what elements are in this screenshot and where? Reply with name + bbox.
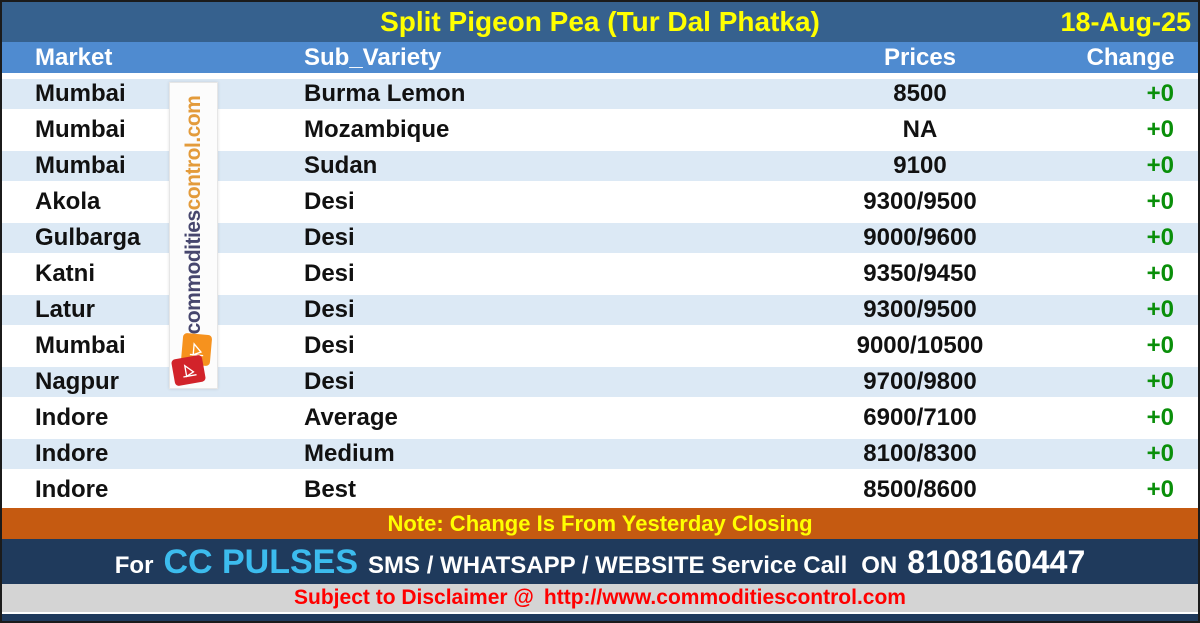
column-header-change: Change [1063, 42, 1198, 76]
service-phone-number: 8108160447 [907, 544, 1086, 580]
disclaimer-url-link[interactable]: http://www.commoditiescontrol.com [543, 586, 906, 609]
market-cell: Nagpur [2, 364, 267, 400]
market-cell: Mumbai [2, 148, 267, 184]
variety-cell: Best [267, 472, 777, 508]
market-cell: Katni [2, 256, 267, 292]
market-cell: Latur [2, 292, 267, 328]
report-date: 18-Aug-25 [1060, 6, 1191, 37]
variety-cell: Desi [267, 364, 777, 400]
watermark-text-dark: commodities [181, 210, 205, 335]
note-band: Note: Change Is From Yesterday Closing [2, 508, 1198, 539]
price-cell: 8100/8300 [777, 436, 1063, 472]
service-brand: CC PULSES [163, 543, 359, 581]
table-header: Market Sub_Variety Prices Change [2, 42, 1198, 76]
change-cell: +0 [1063, 328, 1198, 364]
price-cell: 6900/7100 [777, 400, 1063, 436]
price-cell: 9000/10500 [777, 328, 1063, 364]
logo-sail-icon [182, 363, 197, 378]
variety-cell: Average [267, 400, 777, 436]
change-cell: +0 [1063, 184, 1198, 220]
watermark-strip: commoditiescontrol.com [169, 82, 218, 389]
watermark-text-orange: control.com [181, 95, 205, 211]
variety-cell: Burma Lemon [267, 76, 777, 112]
watermark-text: commoditiescontrol.com [182, 96, 206, 335]
variety-cell: Desi [267, 256, 777, 292]
column-header-market: Market [2, 42, 267, 76]
divider [2, 612, 1198, 614]
table-row: Katni Desi 9350/9450 +0 [2, 256, 1198, 292]
table-row: Nagpur Desi 9700/9800 +0 [2, 364, 1198, 400]
change-cell: +0 [1063, 256, 1198, 292]
table-row: Mumbai Sudan 9100 +0 [2, 148, 1198, 184]
market-cell: Akola [2, 184, 267, 220]
market-cell: Indore [2, 400, 267, 436]
price-cell: 9350/9450 [777, 256, 1063, 292]
variety-cell: Desi [267, 220, 777, 256]
logo-red-square [170, 354, 207, 387]
service-on-label: ON [861, 552, 898, 579]
variety-cell: Mozambique [267, 112, 777, 148]
variety-cell: Sudan [267, 148, 777, 184]
variety-cell: Desi [267, 292, 777, 328]
market-cell: Indore [2, 436, 267, 472]
price-table-body: Mumbai Burma Lemon 8500 +0 Mumbai Mozamb… [2, 76, 1198, 508]
market-cell: Mumbai [2, 76, 267, 112]
table-row: Gulbarga Desi 9000/9600 +0 [2, 220, 1198, 256]
bottom-strip [2, 614, 1198, 621]
table-row: Indore Medium 8100/8300 +0 [2, 436, 1198, 472]
variety-cell: Medium [267, 436, 777, 472]
price-cell: 9700/9800 [777, 364, 1063, 400]
price-cell: 9100 [777, 148, 1063, 184]
market-cell: Indore [2, 472, 267, 508]
change-cell: +0 [1063, 112, 1198, 148]
column-header-prices: Prices [777, 42, 1063, 76]
service-band: For CC PULSES SMS / WHATSAPP / WEBSITE S… [2, 539, 1198, 584]
column-header-sub-variety: Sub_Variety [267, 42, 777, 76]
change-cell: +0 [1063, 400, 1198, 436]
change-cell: +0 [1063, 436, 1198, 472]
table-row: Indore Average 6900/7100 +0 [2, 400, 1198, 436]
price-cell: 9300/9500 [777, 292, 1063, 328]
price-cell: 9300/9500 [777, 184, 1063, 220]
watermark-logo [170, 331, 219, 389]
change-cell: +0 [1063, 220, 1198, 256]
service-middle: SMS / WHATSAPP / WEBSITE Service Call [368, 552, 848, 579]
price-cell: 8500 [777, 76, 1063, 112]
market-cell: Mumbai [2, 328, 267, 364]
change-cell: +0 [1063, 472, 1198, 508]
price-cell: 9000/9600 [777, 220, 1063, 256]
change-cell: +0 [1063, 76, 1198, 112]
title-bar: Split Pigeon Pea (Tur Dal Phatka) 18-Aug… [2, 2, 1198, 42]
service-prefix: For [114, 552, 154, 579]
table-row: Indore Best 8500/8600 +0 [2, 472, 1198, 508]
price-cell: 8500/8600 [777, 472, 1063, 508]
market-cell: Mumbai [2, 112, 267, 148]
table-row: Akola Desi 9300/9500 +0 [2, 184, 1198, 220]
variety-cell: Desi [267, 184, 777, 220]
change-cell: +0 [1063, 148, 1198, 184]
change-cell: +0 [1063, 292, 1198, 328]
change-cell: +0 [1063, 364, 1198, 400]
disclaimer-text: Subject to Disclaimer @ [294, 586, 534, 609]
table-row: Latur Desi 9300/9500 +0 [2, 292, 1198, 328]
variety-cell: Desi [267, 328, 777, 364]
table-row: Mumbai Mozambique NA +0 [2, 112, 1198, 148]
market-cell: Gulbarga [2, 220, 267, 256]
table-row: Mumbai Burma Lemon 8500 +0 [2, 76, 1198, 112]
table-row: Mumbai Desi 9000/10500 +0 [2, 328, 1198, 364]
disclaimer-band: Subject to Disclaimer @ http://www.commo… [2, 584, 1198, 612]
price-table: Market Sub_Variety Prices Change Mumbai … [2, 42, 1198, 508]
price-cell: NA [777, 112, 1063, 148]
note-text: Note: Change Is From Yesterday Closing [387, 510, 813, 536]
page-title: Split Pigeon Pea (Tur Dal Phatka) [380, 6, 820, 37]
